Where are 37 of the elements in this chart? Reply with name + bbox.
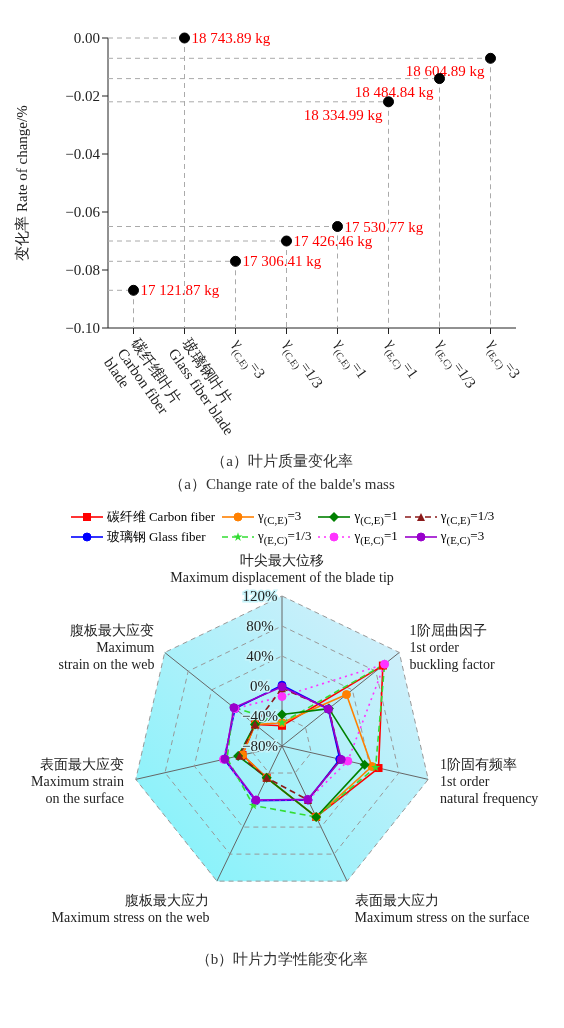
y-tick-label: −0.08 [65, 262, 100, 279]
y-tick-label: 120% [242, 588, 278, 604]
legend-label: 玻璃钢 Glass fiber [106, 528, 206, 546]
legend-label: γ$_{(E,C)}$=3 [440, 528, 485, 546]
y-axis-title: 变化率 Rate of change/% [14, 105, 31, 261]
annotation: 17 530.77 kg [344, 218, 424, 235]
text: （b）叶片力学性能变化率 [194, 950, 370, 969]
text: （a）叶片质量变化率 [210, 452, 354, 471]
annotation: 18 743.89 kg [191, 30, 271, 46]
y-tick-label: −0.10 [65, 320, 100, 337]
legend-label: γ$_{(C,E)}$=1 [354, 508, 398, 526]
y-tick-label: 80% [246, 618, 274, 634]
spoke-label: 腹板最大应变 Maximum strain on the web [58, 623, 155, 673]
annotation: 17 121.87 kg [140, 282, 220, 299]
annotation: 17 426.46 kg [293, 233, 373, 249]
annotation: 17 306.41 kg [242, 253, 322, 270]
annotation: 18 484.84 kg [354, 83, 434, 100]
legend-label: γ$_{(E,C)}$=1/3 [258, 528, 312, 546]
spoke-label: 腹板最大应力 Maximum stress on the web [51, 893, 210, 926]
y-tick-label: 0.00 [73, 30, 100, 47]
y-tick-label: −0.02 [65, 88, 100, 105]
y-tick-label: 40% [246, 648, 274, 664]
text: （a）Change rate of the balde's mass [168, 475, 396, 494]
legend-label: γ$_{(C,E)}$=3 [258, 508, 302, 526]
y-tick-label: 0% [250, 678, 270, 694]
annotation: 18 334.99 kg [303, 106, 383, 123]
legend-label: γ$_{(C,E)}$=1/3 [440, 508, 495, 526]
legend-label: 碳纤维 Carbon fiber [106, 508, 215, 526]
y-tick-label: −0.04 [65, 146, 101, 163]
legend-label: γ$_{(E,C)}$=1 [354, 528, 398, 546]
spoke-label: 叶尖最大位移 Maximum displacement of the blade tip [170, 553, 394, 585]
spoke-label: 表面最大应力 Maximum stress on the surface [354, 893, 530, 926]
annotation: 18 604.89 kg [405, 63, 485, 80]
y-tick-label: −0.06 [65, 204, 101, 221]
spoke-label: 表面最大应变 Maximum strain on the surface [31, 757, 124, 807]
spoke-label: 1阶屈曲因子 1st order buckling factor [409, 623, 495, 673]
spoke-label: 1阶固有频率 1st order natural frequency [440, 757, 539, 807]
